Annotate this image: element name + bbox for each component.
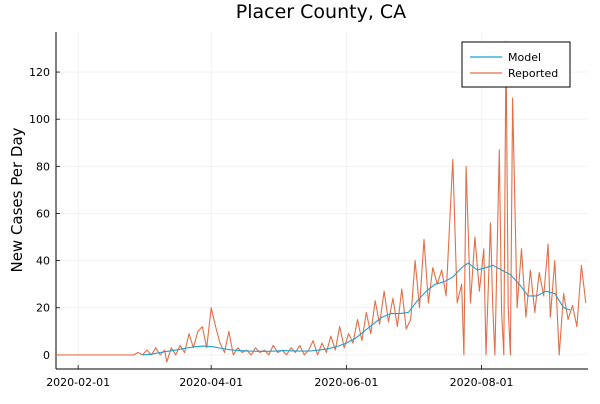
legend-label-model: Model [508,51,541,64]
chart-title: Placer County, CA [236,1,406,23]
x-tick-label: 2020-04-01 [179,376,243,389]
y-tick-label: 100 [29,113,50,126]
y-tick-label: 0 [43,349,50,362]
y-tick-label: 60 [36,207,50,220]
grid [56,32,588,369]
y-axis-label: New Cases Per Day [8,127,26,272]
y-tick-label: 120 [29,66,50,79]
legend: Model Reported [461,41,571,88]
legend-box [461,41,571,88]
tick-labels: 0 20 40 60 80 100 120 2020-02-01 2020-04-01 2020-… [29,66,514,389]
axes [55,32,588,370]
y-tick-label: 80 [36,160,50,173]
series [56,40,587,363]
legend-label-reported: Reported [508,67,558,80]
x-tick-label: 2020-08-01 [450,376,514,389]
x-tick-label: 2020-06-01 [314,376,378,389]
series-line-reported [56,40,587,363]
y-tick-label: 20 [36,302,50,315]
series-line-model [142,262,571,356]
x-tick-label: 2020-02-01 [46,376,110,389]
y-tick-label: 40 [36,255,50,268]
